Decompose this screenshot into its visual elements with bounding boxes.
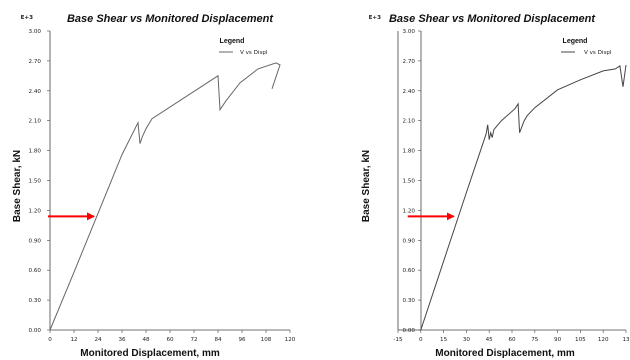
y-multiplier-label: E+3 bbox=[21, 15, 34, 21]
y-tick-label: 0.00 bbox=[29, 328, 42, 334]
y-tick-label: 0.30 bbox=[29, 298, 42, 304]
chart-left: Base Shear vs Monitored Displacement E+3… bbox=[12, 13, 296, 359]
chart-right: Base Shear vs Monitored Displacement E+3… bbox=[361, 13, 630, 359]
y-tick-label: 0.30 bbox=[403, 298, 416, 304]
x-axis-label: Monitored Displacement, mm bbox=[435, 348, 575, 359]
y-tick-label: 3.00 bbox=[29, 29, 42, 35]
y-tick-label: 1.80 bbox=[403, 149, 416, 155]
y-tick-label: 2.40 bbox=[29, 89, 42, 95]
chart-title: Base Shear vs Monitored Displacement bbox=[67, 13, 274, 25]
y-tick-label: 1.20 bbox=[29, 208, 42, 214]
legend-title: Legend bbox=[220, 38, 245, 45]
series-line-v-vs-displ bbox=[420, 64, 627, 331]
y-tick-label: 2.70 bbox=[29, 59, 42, 65]
series-line-v-vs-displ bbox=[49, 62, 281, 331]
y-tick-label: 1.80 bbox=[29, 149, 42, 155]
legend-entry: V vs Displ bbox=[584, 50, 612, 56]
x-tick-label: 90 bbox=[554, 337, 562, 343]
chart-title: Base Shear vs Monitored Displacement bbox=[389, 13, 596, 25]
y-tick-label: 0.90 bbox=[29, 238, 42, 244]
x-tick-label: 96 bbox=[238, 337, 246, 343]
x-tick-label: 0 bbox=[419, 337, 423, 343]
x-tick-label: 12 bbox=[70, 337, 77, 343]
x-tick-label: 48 bbox=[142, 337, 150, 343]
y-tick-label: 1.50 bbox=[29, 179, 42, 185]
legend-title: Legend bbox=[563, 38, 588, 45]
y-tick-label: 2.40 bbox=[403, 89, 416, 95]
y-multiplier-label: E+3 bbox=[369, 15, 382, 21]
y-tick-label: 0.90 bbox=[403, 238, 416, 244]
x-tick-label: 108 bbox=[261, 337, 272, 343]
x-tick-label: 84 bbox=[214, 337, 222, 343]
x-tick-label: 120 bbox=[285, 337, 296, 343]
x-tick-label: 60 bbox=[508, 337, 516, 343]
y-tick-label: 0.00 bbox=[403, 328, 416, 334]
x-tick-label: 120 bbox=[598, 337, 609, 343]
y-tick-label: 0.60 bbox=[29, 268, 42, 274]
x-tick-label: 13 bbox=[622, 337, 630, 343]
y-tick-label: 0.60 bbox=[403, 268, 416, 274]
x-tick-label: 72 bbox=[190, 337, 197, 343]
x-tick-label: 60 bbox=[166, 337, 174, 343]
x-tick-label: 75 bbox=[531, 337, 539, 343]
x-tick-label: 0 bbox=[48, 337, 52, 343]
x-tick-label: 15 bbox=[440, 337, 448, 343]
y-tick-label: 3.00 bbox=[403, 29, 416, 35]
x-tick-label: -15 bbox=[393, 337, 403, 343]
y-tick-label: 1.50 bbox=[403, 179, 416, 185]
y-tick-label: 2.10 bbox=[403, 119, 416, 125]
y-axis-label: Base Shear, kN bbox=[12, 150, 23, 222]
x-axis-label: Monitored Displacement, mm bbox=[80, 348, 220, 359]
x-tick-label: 30 bbox=[463, 337, 471, 343]
x-tick-label: 45 bbox=[486, 337, 494, 343]
y-tick-label: 2.70 bbox=[403, 59, 416, 65]
x-tick-label: 105 bbox=[575, 337, 586, 343]
y-axis-label: Base Shear, kN bbox=[361, 150, 372, 222]
x-tick-label: 36 bbox=[118, 337, 126, 343]
legend-entry: V vs Displ bbox=[240, 50, 268, 56]
y-tick-label: 1.20 bbox=[403, 208, 416, 214]
x-tick-label: 24 bbox=[94, 337, 102, 343]
y-tick-label: 2.10 bbox=[29, 119, 42, 125]
